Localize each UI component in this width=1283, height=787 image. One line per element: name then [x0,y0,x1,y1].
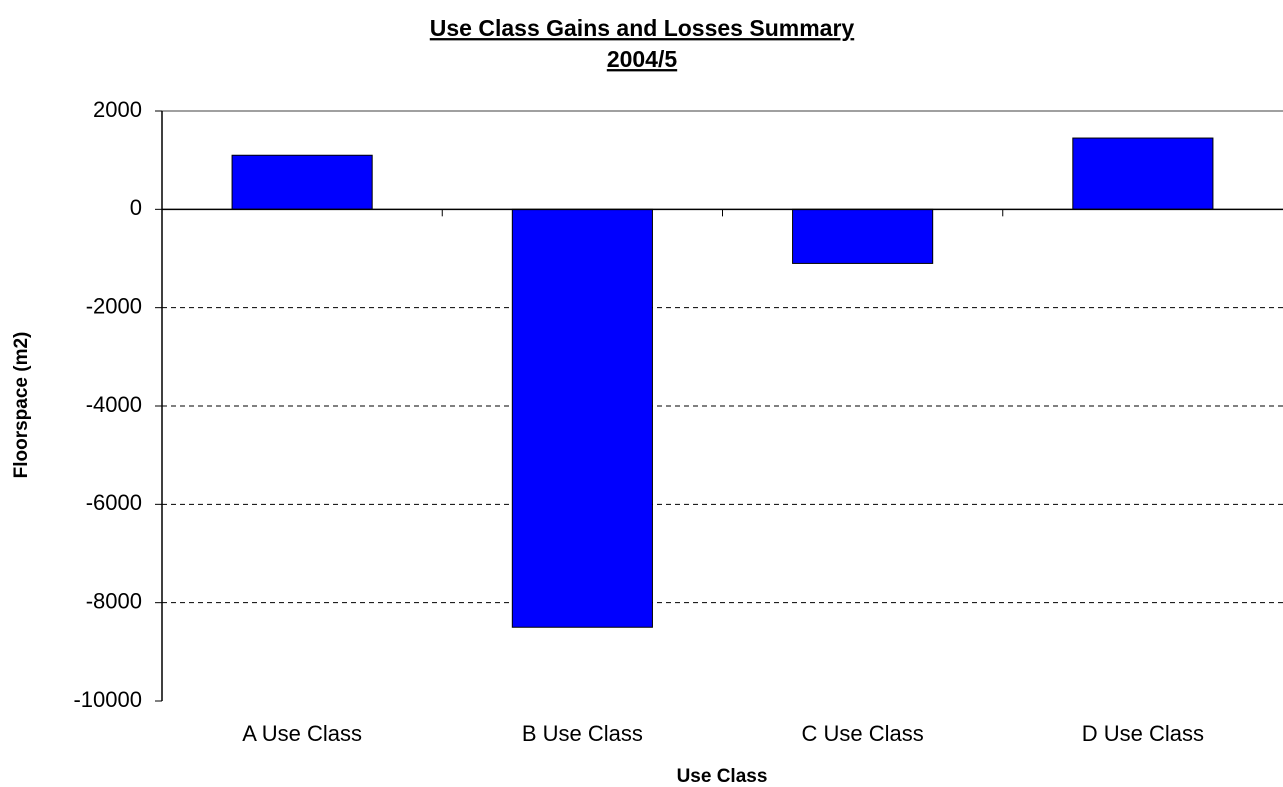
y-tick-label: -4000 [86,392,142,417]
bar [792,208,934,264]
x-tick-label: B Use Class [522,721,643,746]
y-tick-label: 2000 [93,97,142,122]
bar [511,208,653,628]
bar [1072,137,1214,210]
chart-subtitle: 2004/5 [607,46,678,72]
bar [231,154,373,210]
y-tick-label: -10000 [73,687,142,712]
x-tick-label: D Use Class [1082,721,1204,746]
chart-title: Use Class Gains and Losses Summary [430,15,855,41]
y-axis-title: Floorspace (m2) [11,332,32,479]
y-tick-label: -2000 [86,293,142,318]
x-tick-label: C Use Class [802,721,924,746]
x-tick-label: A Use Class [242,721,362,746]
y-tick-label: 0 [130,195,142,220]
x-axis-title: Use Class [677,766,768,787]
y-tick-label: -8000 [86,588,142,613]
y-tick-label: -6000 [86,490,142,515]
